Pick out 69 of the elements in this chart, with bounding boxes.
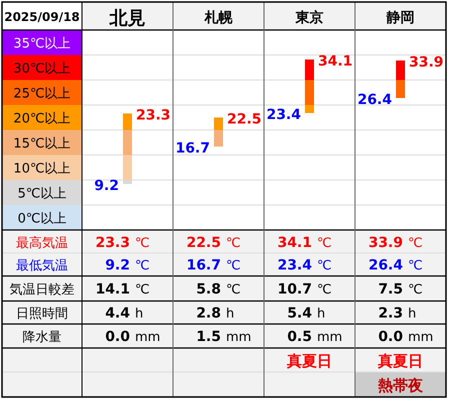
text: 10.7 <box>277 282 312 298</box>
y-tick-label: 10℃以上 <box>13 162 71 176</box>
text: 23.4 <box>277 258 312 274</box>
text: ℃ <box>408 258 423 274</box>
chart-title: 2025/09/18 <box>4 10 80 24</box>
text: ℃ <box>408 236 423 251</box>
text: 22.5 <box>186 235 221 251</box>
annotation: 16.7 <box>175 140 210 156</box>
text: ℃ <box>226 258 241 274</box>
text: h <box>135 306 144 322</box>
annotation: 23.4 <box>266 107 302 123</box>
text: mm <box>317 330 342 345</box>
y-tick-label: 25℃以上 <box>13 86 71 102</box>
text: h <box>317 306 326 322</box>
text: mm <box>226 330 252 345</box>
text: 9.2 <box>105 258 130 274</box>
text: 7.5 <box>378 282 403 298</box>
annotation: 22.5 <box>227 112 262 128</box>
y-tick-label: 30℃以上 <box>13 62 71 76</box>
text: 14.1 <box>95 282 130 298</box>
text: h <box>226 306 234 322</box>
text: ℃ <box>135 282 150 298</box>
y-tick-label: 35℃以上 <box>13 36 71 52</box>
text: 真夏日 <box>377 352 423 370</box>
text: 日照時間 <box>16 306 68 322</box>
text: 最高気温 <box>16 235 68 251</box>
annotation: 34.1 <box>318 54 353 70</box>
y-tick-label: 15℃以上 <box>13 136 71 152</box>
text: 5.8 <box>196 282 221 298</box>
x-tick-label: 北見 <box>108 8 146 29</box>
text: ℃ <box>317 282 332 298</box>
text: ℃ <box>226 282 241 298</box>
x-tick-label: 静岡 <box>386 10 414 26</box>
annotation: 33.9 <box>409 54 444 70</box>
y-tick-label: 5℃以上 <box>18 186 66 202</box>
text: ℃ <box>408 282 423 298</box>
text: h <box>408 306 416 322</box>
text: 最低気温 <box>16 258 68 274</box>
text: 1.5 <box>196 329 221 345</box>
text: 0.0 <box>105 329 130 345</box>
annotation: 26.4 <box>357 92 392 108</box>
text: 2.8 <box>196 306 221 322</box>
text: 真夏日 <box>286 352 332 370</box>
text: 16.7 <box>186 258 221 274</box>
text: 34.1 <box>277 235 312 251</box>
text: ℃ <box>135 236 150 251</box>
annotation: 9.2 <box>94 178 119 194</box>
text: 0.0 <box>378 329 404 345</box>
text: 降水量 <box>22 330 62 345</box>
y-tick-label: 0℃以上 <box>18 212 66 226</box>
text: ℃ <box>317 236 332 251</box>
text: ℃ <box>317 258 332 274</box>
text: mm <box>408 330 434 345</box>
x-tick-label: 札幌 <box>204 10 234 26</box>
text: ℃ <box>135 258 150 274</box>
text: 気温日較差 <box>10 282 74 298</box>
text: 23.3 <box>95 235 130 251</box>
text: 熱帯夜 <box>377 376 424 394</box>
y-tick-label: 20℃以上 <box>13 112 71 126</box>
text: 0.5 <box>287 329 312 345</box>
text: 2.3 <box>378 306 403 322</box>
text: 5.4 <box>287 306 312 322</box>
text: 26.4 <box>368 258 404 274</box>
text: 33.9 <box>368 235 403 251</box>
text: 4.4 <box>105 306 130 322</box>
x-tick-label: 東京 <box>294 9 324 26</box>
text: mm <box>135 330 160 345</box>
annotation: 23.3 <box>136 108 171 124</box>
text: ℃ <box>226 236 241 251</box>
